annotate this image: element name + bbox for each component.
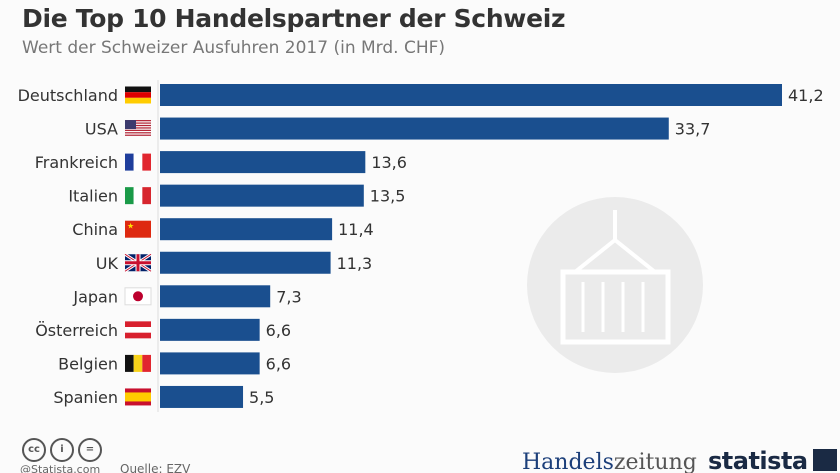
- bar: [160, 218, 333, 241]
- value-label: 5,5: [249, 388, 274, 407]
- source: Quelle: EZV: [120, 462, 191, 473]
- logo-part: Handels: [522, 450, 614, 473]
- logo-text: statista: [708, 447, 808, 473]
- category-label: China: [72, 220, 118, 239]
- attribution-icon: i: [50, 438, 74, 462]
- bar-row: Österreich 6,6: [35, 318, 291, 341]
- no-derivatives-icon: =: [78, 438, 102, 462]
- bar: [160, 84, 782, 106]
- value-label: 13,6: [371, 153, 407, 172]
- cc-icon: cc: [22, 438, 46, 462]
- credit: @Statista.com: [20, 463, 101, 473]
- value-label: 33,7: [675, 120, 711, 139]
- category-label: Deutschland: [18, 86, 118, 105]
- chart-subtitle: Wert der Schweizer Ausfuhren 2017 (in Mr…: [22, 38, 446, 58]
- value-label: 11,4: [338, 220, 374, 239]
- value-label: 11,3: [337, 254, 373, 273]
- value-label: 6,6: [266, 354, 291, 373]
- flag-icon-fr: [125, 153, 151, 171]
- category-label: Italien: [68, 187, 118, 206]
- flag-icon-cn: ★: [125, 220, 151, 238]
- bar: [160, 151, 366, 174]
- flag-icon-jp: [124, 287, 152, 306]
- bar: [160, 385, 244, 408]
- category-label: Spanien: [53, 388, 118, 407]
- flag-icon-de: [125, 86, 151, 104]
- bar-row: Italien 13,5: [68, 184, 406, 207]
- bar: [160, 184, 364, 207]
- logo-part: zeitung: [613, 450, 697, 473]
- bar: [160, 318, 260, 341]
- value-label: 41,2: [788, 86, 824, 105]
- bar-row: Belgien 6,6: [58, 352, 291, 375]
- flag-icon-it: [125, 187, 151, 205]
- chart-title: Die Top 10 Handelspartner der Schweiz: [22, 4, 566, 33]
- bar: [160, 251, 331, 274]
- flag-icon-at: [125, 321, 151, 339]
- category-label: Frankreich: [35, 153, 118, 172]
- category-label: USA: [85, 120, 118, 139]
- bar-row: Spanien 5,5: [53, 385, 274, 408]
- bar-row: UK 11,3: [96, 251, 373, 274]
- bar-row: Frankreich 13,6: [35, 151, 407, 174]
- bar: [160, 285, 271, 308]
- handelszeitung-logo[interactable]: Handelszeitung: [522, 450, 697, 473]
- category-label: Belgien: [58, 354, 118, 373]
- statista-logo[interactable]: statista: [708, 447, 837, 473]
- bar: [160, 352, 260, 375]
- value-label: 13,5: [370, 187, 406, 206]
- bar-row: Deutschland 41,2: [18, 84, 824, 106]
- flag-icon-us: [125, 120, 151, 136]
- container-illustration: [527, 197, 703, 373]
- bar-row: USA 33,7: [85, 117, 711, 140]
- bar-row: Japan 7,3: [72, 285, 302, 308]
- flag-icon-uk: [124, 252, 152, 273]
- bar-row: China ★ 11,4: [72, 218, 374, 241]
- svg-text:★: ★: [127, 222, 134, 231]
- bar: [160, 117, 669, 140]
- category-label: Japan: [72, 287, 118, 306]
- flag-icon-es: [125, 388, 151, 406]
- flag-icon-be: [125, 354, 151, 372]
- value-label: 7,3: [276, 287, 301, 306]
- category-label: UK: [96, 254, 119, 273]
- value-label: 6,6: [266, 321, 291, 340]
- category-label: Österreich: [35, 321, 118, 340]
